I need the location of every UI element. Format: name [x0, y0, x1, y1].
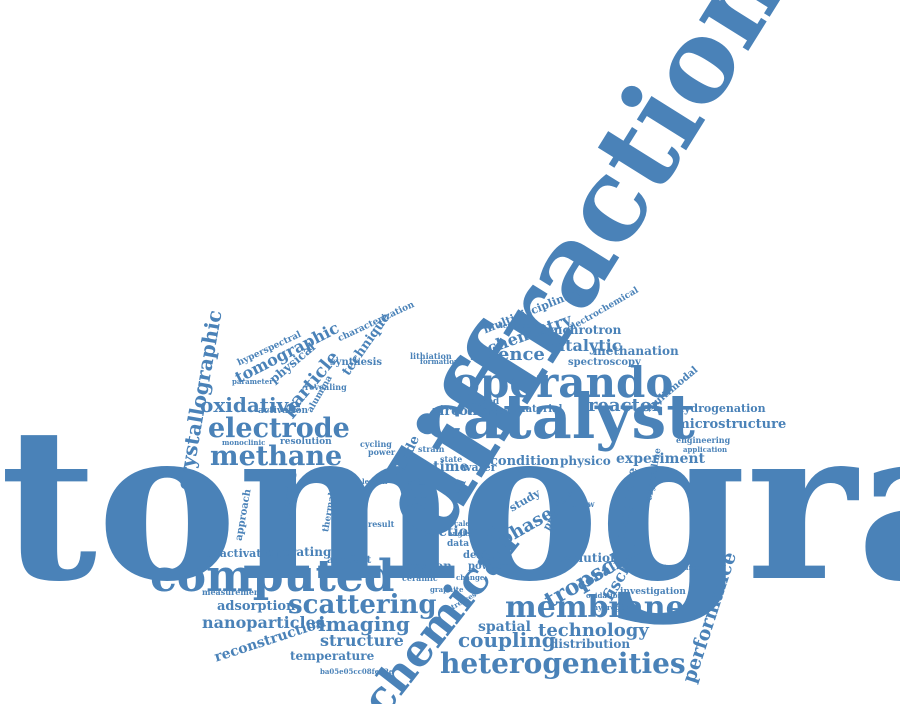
- word-power: power: [368, 447, 396, 457]
- word-based: based: [470, 397, 500, 407]
- word-catalytic: catalytic: [545, 336, 622, 355]
- word-heterogeneities: heterogeneities: [440, 647, 686, 680]
- word-deactivation: deactivation: [205, 547, 281, 560]
- word-fuel: fuel: [406, 487, 433, 501]
- word-reactor: reactor: [588, 395, 662, 416]
- word-dependence: dependence: [498, 321, 545, 330]
- word-microstructure: microstructure: [676, 417, 787, 432]
- word-revealing: revealing: [305, 382, 347, 392]
- word-change: change: [456, 573, 485, 582]
- word-oxidative: oxidative: [200, 393, 301, 417]
- word-water: water: [462, 461, 497, 474]
- word-synchrotron: synchrotron: [540, 323, 622, 337]
- word-scattering: scattering: [288, 590, 437, 620]
- word-structure: structure: [320, 631, 404, 650]
- word-nanoparticles: nanoparticles: [202, 613, 325, 632]
- word-powder: powder: [468, 561, 509, 572]
- word-hollow: hollow: [565, 499, 595, 509]
- word-material: material: [515, 404, 563, 415]
- word-ba05e05cc08fe02e: ba05e05cc08fe02e: [320, 667, 394, 676]
- word-artefact: artefact: [327, 555, 372, 566]
- word-zirconia: zirconia: [432, 404, 491, 419]
- word-data: data: [447, 539, 470, 549]
- word-condition: condition: [490, 454, 560, 469]
- word-length: length: [362, 477, 388, 486]
- word-strain: strain: [418, 444, 445, 454]
- word-cycling: cycling: [360, 439, 392, 449]
- word-experiment: experiment: [616, 451, 706, 467]
- word-temperature: temperature: [290, 649, 375, 663]
- word-technology: technology: [538, 620, 649, 641]
- word-methanation: methanation: [593, 344, 679, 358]
- word-resolution: resolution: [280, 437, 332, 447]
- word-methane: methane: [210, 441, 343, 472]
- word-scale: scale: [450, 519, 470, 528]
- word-operando: operando: [452, 358, 674, 407]
- word-oxidation: oxidation: [586, 591, 623, 600]
- word-activation: activation: [258, 406, 309, 416]
- word-formation: formation: [420, 357, 459, 366]
- word-application: application: [683, 445, 728, 454]
- word-work: work: [404, 499, 435, 512]
- word-result: result: [368, 519, 395, 529]
- word-operating: operating: [266, 545, 332, 559]
- word-time: time: [433, 459, 469, 475]
- word-size: size: [408, 477, 426, 487]
- word-state: state: [440, 454, 463, 464]
- word-monoclinic: monoclinic: [222, 438, 266, 447]
- word-hydrogen: hydrogen: [593, 603, 630, 612]
- word-catalyst: catalyst: [425, 380, 695, 453]
- word-distribution: distribution: [550, 637, 631, 651]
- word-synthesis: synthesis: [330, 357, 383, 368]
- word-investigation: investigation: [620, 587, 686, 597]
- word-adsorption: adsorption: [217, 599, 296, 614]
- word-physico: physico: [560, 454, 611, 468]
- word-oxygen: oxygen: [405, 559, 452, 573]
- word-structured: structured: [660, 563, 702, 572]
- word-computed: computed: [150, 551, 395, 602]
- word-support: support: [480, 407, 511, 416]
- word-graphite: graphite: [430, 585, 464, 594]
- word-spatial: spatial: [478, 619, 531, 635]
- word-design: design: [463, 550, 501, 561]
- word-reaction: reaction: [413, 524, 479, 540]
- word-evolution: evolution: [556, 551, 619, 565]
- word-imaging: imaging: [318, 612, 410, 636]
- word-science: science: [470, 344, 545, 365]
- word-ceramic: ceramic: [402, 573, 438, 583]
- word-electrode: electrode: [208, 413, 350, 444]
- word-spectroscopy: spectroscopy: [568, 357, 641, 368]
- word-measurement: measurement: [202, 587, 264, 597]
- word-coupling: coupling: [458, 628, 556, 652]
- word-parameter: parameter: [232, 377, 273, 386]
- word-lithiation: lithiation: [410, 351, 452, 361]
- word-angle: angle: [448, 529, 470, 538]
- word-membrane: membrane: [505, 590, 685, 625]
- word-tomography: tomography: [0, 381, 900, 628]
- word-hydrogenation: hydrogenation: [676, 402, 766, 415]
- word-engineering: engineering: [676, 435, 731, 445]
